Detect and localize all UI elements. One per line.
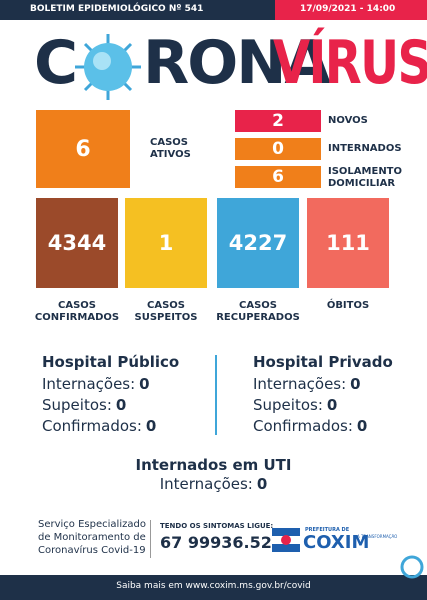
row-value: 0 <box>356 417 368 435</box>
footer-bar <box>0 575 427 600</box>
footer-divider <box>150 520 151 558</box>
prefeitura: PREFEITURA DE <box>305 527 350 533</box>
label-line: Serviço Especializado <box>38 519 146 530</box>
label-line: Coronavírus Covid-19 <box>38 545 146 556</box>
city: COXIM <box>303 532 370 553</box>
hospital-row: Confirmados: 0 <box>253 416 367 437</box>
total-label: CASOS CONFIRMADOS <box>26 300 128 324</box>
total-label: CASOS RECUPERADOS <box>207 300 309 324</box>
total-box: 1 <box>125 198 207 288</box>
label-line: DOMICILIAR <box>328 178 396 189</box>
status-box: 0 <box>235 138 321 160</box>
label-line: CASOS <box>150 137 188 148</box>
label-line: RECUPERADOS <box>216 312 300 323</box>
label-line: ÓBITOS <box>326 300 370 311</box>
title-rona: RONA <box>143 28 331 98</box>
bulletin: BOLETIM EPIDEMIOLÓGICO Nº 541 <box>30 4 204 14</box>
hospital-row: Confirmados: 0 <box>42 416 156 437</box>
footer-service: Serviço Especializado de Monitoramento de… <box>38 518 146 557</box>
active-label: CASOS ATIVOS <box>150 137 191 161</box>
row-label: Confirmados: <box>42 417 142 435</box>
row-value: 0 <box>350 375 361 393</box>
hospital-row: Internações: 0 <box>42 374 150 395</box>
status-label: INTERNADOS <box>328 143 402 155</box>
total-label: ÓBITOS <box>297 300 399 312</box>
label-line: CASOS <box>58 300 96 311</box>
hospital-row: Internações: 0 <box>253 374 361 395</box>
label-line: CONFIRMADOS <box>34 312 120 323</box>
row-label: Supeitos: <box>253 396 323 414</box>
label-line: CASOS <box>239 300 277 311</box>
row-value: 0 <box>115 396 127 414</box>
label-line: ISOLAMENTO <box>328 166 403 177</box>
row-value: 0 <box>145 417 157 435</box>
slogan: A TRANSFORMAÇÃO <box>357 534 398 539</box>
total-box: 4344 <box>36 198 118 288</box>
row-label: Internações: <box>42 375 136 393</box>
status-box: 6 <box>235 166 321 188</box>
label-line: ATIVOS <box>150 149 191 160</box>
divider <box>215 355 217 435</box>
label-line: CASOS <box>147 300 185 311</box>
status-label: NOVOS <box>328 115 368 127</box>
uti-title: Internados em UTI <box>135 456 292 474</box>
datetime: 17/09/2021 - 14:00 <box>300 4 396 14</box>
phone: 67 99936.5251 <box>160 533 295 552</box>
title-virus: VÍRUS <box>273 28 427 98</box>
active-box: 6 <box>36 110 130 188</box>
symptoms: TENDO OS SINTOMAS LIGUE: <box>160 522 274 530</box>
label-line: SUSPEITOS <box>134 312 198 323</box>
row-label: Supeitos: <box>42 396 112 414</box>
virus-icon <box>75 34 141 100</box>
header-date-bar <box>275 0 427 20</box>
total-box: 4227 <box>217 198 299 288</box>
status-label: ISOLAMENTO DOMICILIAR <box>328 166 402 190</box>
logo-icon <box>400 555 424 579</box>
label-line: de Monitoramento de <box>38 532 146 543</box>
footer-link: Saiba mais em www.coxim.ms.gov.br/covid <box>116 581 311 591</box>
header-bar <box>0 0 275 20</box>
uti-row: Internações: 0 <box>0 474 427 495</box>
total-label: CASOS SUSPEITOS <box>115 300 217 324</box>
label-line: INTERNADOS <box>328 143 402 154</box>
row-label: Internações: <box>253 375 347 393</box>
hospital-row: Supeitos: 0 <box>42 395 126 416</box>
hospital-row: Supeitos: 0 <box>253 395 337 416</box>
row-label: Internações: <box>159 475 253 493</box>
hospital-title: Hospital Privado <box>253 353 393 371</box>
status-box: 2 <box>235 110 321 132</box>
hospital-title: Hospital Público <box>42 353 180 371</box>
row-value: 0 <box>326 396 338 414</box>
title-c: C <box>34 28 78 98</box>
label-line: NOVOS <box>328 115 368 126</box>
flag-icon <box>272 528 300 552</box>
row-value: 0 <box>139 375 150 393</box>
row-label: Confirmados: <box>253 417 353 435</box>
total-box: 111 <box>307 198 389 288</box>
row-value: 0 <box>256 475 268 493</box>
